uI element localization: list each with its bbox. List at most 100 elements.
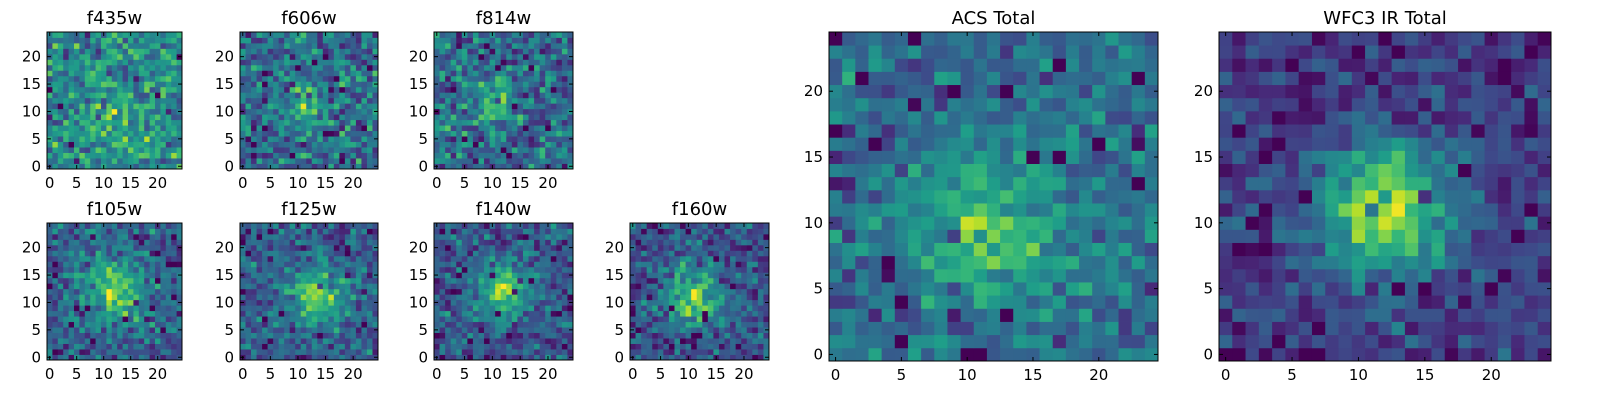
heatmap-cell [267,255,274,262]
heatmap-cell [160,108,167,115]
heatmap-cell [635,294,642,301]
heatmap-cell [165,233,172,240]
heatmap-cell [317,277,324,284]
heatmap-cell [439,48,446,55]
heatmap-cell [696,354,703,361]
heatmap-cell [74,288,80,295]
heatmap-cell [149,48,156,55]
x-tick-label: 10 [483,365,502,383]
heatmap-cell [500,277,507,284]
heatmap-cell [311,86,318,93]
heatmap-cell [117,327,123,333]
heatmap-cell [117,64,123,71]
heatmap-cell [339,338,346,344]
heatmap-cell [511,250,518,257]
heatmap-cell [561,332,568,339]
heatmap-cell [289,42,296,49]
heatmap-cell [256,239,263,246]
heatmap-cell [106,321,113,328]
heatmap-cell [545,108,552,115]
heatmap-cell [52,299,59,306]
heatmap-cell [567,103,574,110]
heatmap-cell [467,32,474,38]
heatmap-cell [522,158,529,164]
heatmap-cell [1000,255,1014,270]
heatmap-cell [467,327,474,333]
heatmap-cell [122,119,129,126]
heatmap-cell [111,59,118,66]
heatmap-cell [155,277,161,284]
heatmap-cell [317,158,324,164]
heatmap-cell [149,53,156,60]
heatmap-cell [511,244,518,251]
heatmap-cell [707,261,714,268]
heatmap-cell [144,81,150,88]
heatmap-cell [495,316,502,323]
heatmap-cell [534,250,541,257]
heatmap-cell [245,338,252,344]
heatmap-cell [907,189,922,204]
heatmap-cell [284,305,291,312]
heatmap-cell [117,163,123,170]
heatmap-cell [322,244,329,251]
heatmap-cell [267,239,274,246]
heatmap-cell [328,332,335,339]
heatmap-cell [973,216,988,230]
heatmap-cell [567,97,574,104]
heatmap-cell [855,242,869,257]
heatmap-cell [528,141,535,148]
heatmap-cell [1131,216,1146,230]
y-tick-label: 0 [418,348,428,366]
heatmap-cell [117,233,123,240]
heatmap-cell [517,305,524,312]
heatmap-cell [138,130,145,137]
heatmap-cell [289,37,296,44]
heatmap-cell [439,349,446,355]
heatmap-cell [57,158,64,164]
heatmap-cell [47,233,53,240]
heatmap-cell [696,250,703,257]
heatmap-cell [289,343,296,350]
heatmap-cell [680,305,686,312]
heatmap-cell [545,42,552,49]
heatmap-cell [144,125,150,132]
heatmap-cell [144,338,150,344]
heatmap-cell [256,32,263,38]
heatmap-cell [472,305,479,312]
heatmap-cell [456,283,463,290]
heatmap-cell [284,266,291,273]
heatmap-cell [691,250,698,257]
heatmap-cell [171,92,177,99]
heatmap-cell [273,152,280,159]
x-tick-label: 5 [460,174,470,192]
heatmap-cell [561,310,568,317]
x-tick-label: 5 [266,365,276,383]
heatmap-cell [300,261,307,268]
heatmap-cell [155,310,161,317]
y-tick-label: 5 [224,321,234,339]
heatmap-cell [106,244,113,251]
heatmap-cell [317,125,324,132]
heatmap-cell [680,310,686,317]
heatmap-cell [295,272,302,279]
heatmap-cell [707,321,714,328]
heatmap-cell [133,250,140,257]
heatmap-cell [528,299,535,306]
heatmap-cell [467,305,474,312]
heatmap-cell [489,250,496,257]
heatmap-cell [1052,334,1067,349]
heatmap-cell [295,37,302,44]
heatmap-cell [472,108,479,115]
heatmap-cell [122,37,129,44]
heatmap-cell [160,223,167,229]
heatmap-cell [506,277,513,284]
heatmap-cell [467,321,474,328]
heatmap-cell [517,294,524,301]
heatmap-cell [545,119,552,126]
heatmap-cell [90,75,96,82]
heatmap-cell [63,266,69,273]
heatmap-cell [741,294,748,301]
heatmap-cell [567,158,574,164]
heatmap-cell [478,261,485,268]
heatmap-cell [445,70,452,77]
